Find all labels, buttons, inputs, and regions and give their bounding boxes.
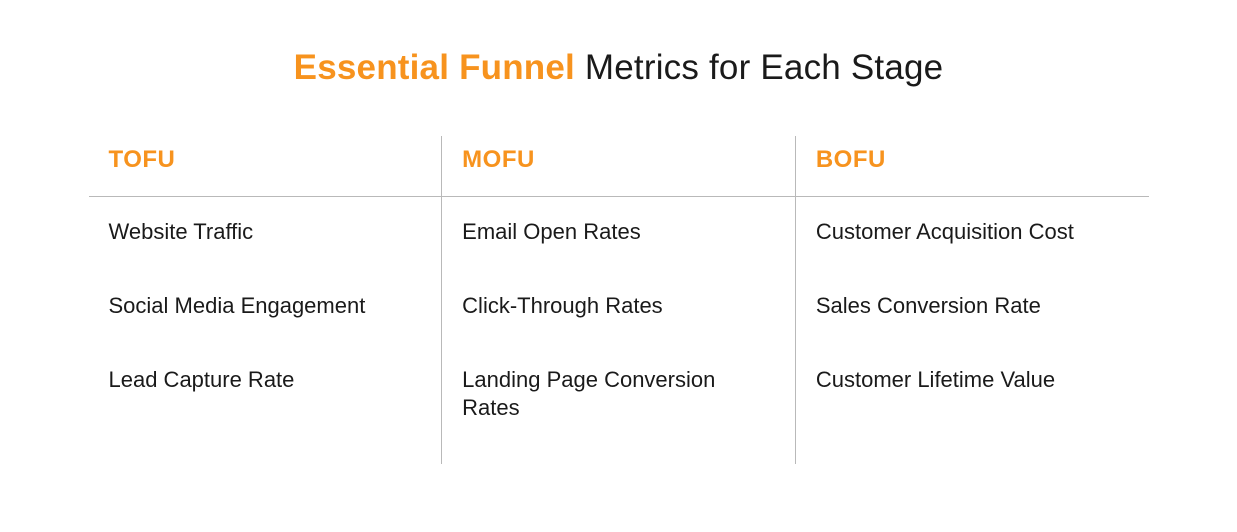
page-title: Essential Funnel Metrics for Each Stage [294, 48, 944, 88]
funnel-table: TOFU Website Traffic Social Media Engage… [89, 136, 1149, 464]
column-header-tofu: TOFU [89, 136, 442, 196]
column-items-bofu: Customer Acquisition Cost Sales Conversi… [796, 196, 1149, 440]
title-accent: Essential Funnel [294, 48, 575, 87]
metric-item: Lead Capture Rate [109, 366, 369, 440]
metric-item: Customer Acquisition Cost [816, 218, 1076, 292]
column-items-tofu: Website Traffic Social Media Engagement … [89, 196, 442, 440]
column-mofu: MOFU Email Open Rates Click-Through Rate… [441, 136, 795, 464]
metric-item: Website Traffic [109, 218, 369, 292]
metric-item: Email Open Rates [462, 218, 722, 292]
column-header-bofu: BOFU [796, 136, 1149, 196]
column-items-mofu: Email Open Rates Click-Through Rates Lan… [442, 196, 795, 440]
metric-item: Landing Page Conversion Rates [462, 366, 722, 440]
metric-item: Social Media Engagement [109, 292, 369, 366]
metric-item: Sales Conversion Rate [816, 292, 1076, 366]
column-tofu: TOFU Website Traffic Social Media Engage… [89, 136, 442, 464]
title-rest: Metrics for Each Stage [575, 48, 943, 87]
metric-item: Customer Lifetime Value [816, 366, 1076, 440]
column-header-mofu: MOFU [442, 136, 795, 196]
column-bofu: BOFU Customer Acquisition Cost Sales Con… [795, 136, 1149, 464]
metric-item: Click-Through Rates [462, 292, 722, 366]
